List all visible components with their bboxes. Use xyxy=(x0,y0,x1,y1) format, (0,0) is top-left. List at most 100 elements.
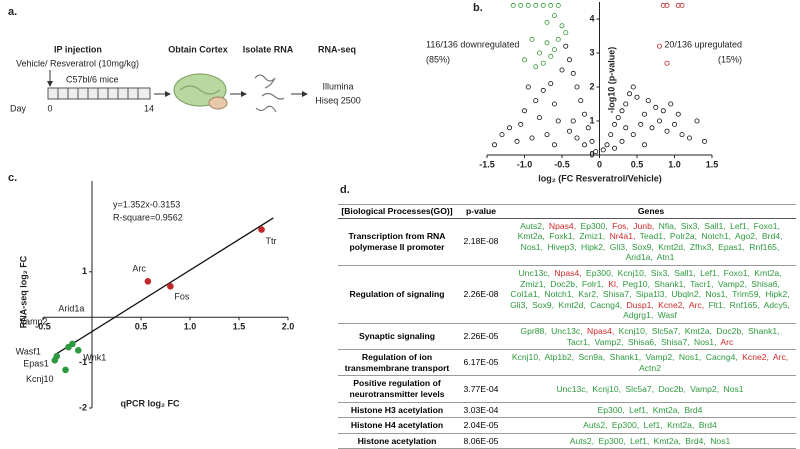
point xyxy=(258,226,265,233)
gene: Shisa7, xyxy=(602,289,632,300)
pvalue-cell: 8.06E-05 xyxy=(456,433,506,449)
annotation: 116/136 downregulated xyxy=(426,39,519,49)
point xyxy=(612,121,618,127)
gene: Ep300, xyxy=(586,267,614,278)
timeline xyxy=(47,87,151,100)
gene: Lef1, xyxy=(629,404,649,415)
point xyxy=(529,135,535,141)
gene: Polr2a, xyxy=(669,231,698,242)
point xyxy=(533,2,539,8)
gene: Nos1, xyxy=(520,241,544,252)
table-row: Histone H3 acetylation 3.03E-04 Ep300, Lef… xyxy=(338,402,796,419)
gene: Peg10, xyxy=(622,278,650,289)
gene: Nos1 xyxy=(710,435,731,446)
point xyxy=(491,142,497,148)
x-tick-label: 1.5 xyxy=(233,322,246,332)
point xyxy=(529,36,535,42)
annotation: 20/136 upregulated xyxy=(664,39,742,49)
gene: Gli3, xyxy=(609,241,628,252)
genes-cell: Auts2, Ep300, Lef1, Kmt2a, Brd4 xyxy=(506,417,796,434)
point xyxy=(615,115,621,121)
gene: Kmt2a, xyxy=(667,420,695,431)
gene: Rnf165, xyxy=(729,299,760,310)
pvalue-cell: 2.18E-08 xyxy=(456,218,506,266)
point xyxy=(679,132,685,138)
point xyxy=(657,43,663,49)
gene: Tead1, xyxy=(639,231,666,242)
gene: Ago2, xyxy=(734,231,758,242)
point xyxy=(623,101,629,107)
gene: Vamp2, xyxy=(645,352,675,363)
gene: Kmt2a, xyxy=(517,231,545,242)
genes-cell: Unc13c, Npas4, Ep300, Kcnj10, Six3, Sall… xyxy=(506,265,796,324)
pvalue-cell: 3.03E-04 xyxy=(456,402,506,419)
rna-icon xyxy=(254,74,285,113)
gene: Foxo1, xyxy=(753,220,780,231)
gene: Doc2b, xyxy=(716,325,744,336)
point xyxy=(144,278,152,285)
process-cell: Histone acetylation xyxy=(338,433,456,449)
gene: Lef1, xyxy=(630,435,650,446)
gene: Hipk2, xyxy=(765,289,790,300)
point xyxy=(570,70,576,76)
gene: Ep300, xyxy=(580,220,608,231)
gene: Kcne2, xyxy=(658,299,685,310)
gene: Ep300, xyxy=(598,435,626,446)
point xyxy=(642,111,648,117)
point xyxy=(679,2,685,8)
point-label: Wasf1 xyxy=(16,347,41,357)
point xyxy=(65,343,72,351)
gene: Col1a1, xyxy=(510,289,540,300)
point xyxy=(563,30,569,36)
gene: Gli3, xyxy=(510,299,528,310)
x-tick-label: 1.5 xyxy=(706,159,719,169)
step-label: Isolate RNA xyxy=(243,44,294,54)
header-cell: p-value xyxy=(456,204,506,219)
y-tick-label: 1 xyxy=(589,115,594,125)
table-row: Transcription from RNA polymerase II pro… xyxy=(338,218,796,266)
process-cell: Histone H4 acetylation xyxy=(338,417,456,434)
gene: Nos1, xyxy=(678,352,702,363)
point xyxy=(537,115,543,121)
gene: Kl, xyxy=(608,278,619,289)
gene: Brd4 xyxy=(698,420,717,431)
point xyxy=(506,125,512,131)
gene: Trim59, xyxy=(732,289,761,300)
point xyxy=(544,19,550,25)
gene: Brd4 xyxy=(684,404,703,415)
point-label: Vamp2 xyxy=(20,317,48,327)
point xyxy=(518,121,524,127)
gene: Kmt2d, xyxy=(658,241,686,252)
gene: Six3, xyxy=(680,220,700,231)
x-tick-label: -1.0 xyxy=(517,159,533,169)
gene: Tacr1, xyxy=(566,336,591,347)
gene: Nfia, xyxy=(658,220,677,231)
point xyxy=(630,84,636,90)
point xyxy=(555,2,561,8)
point xyxy=(578,98,584,104)
y-tick-label: 3 xyxy=(589,47,594,57)
gene: Lef1, xyxy=(700,267,720,278)
point xyxy=(627,91,633,97)
gene: Sipa1l3, xyxy=(635,289,667,300)
point xyxy=(589,138,595,144)
panel-label: a. xyxy=(8,6,17,18)
table-row: Regulation of ion transmembrane transpor… xyxy=(338,349,796,377)
point xyxy=(555,36,561,42)
gene: Kmt2a, xyxy=(754,267,782,278)
genes-cell: Ep300, Lef1, Kmt2a, Brd4 xyxy=(506,402,796,419)
gene: Epas1, xyxy=(718,241,745,252)
gene: Wasf xyxy=(657,310,677,321)
gene: Arid1a, xyxy=(625,252,653,263)
gene: Cacng4, xyxy=(705,352,738,363)
x-tick-label: 0.5 xyxy=(135,322,148,332)
point xyxy=(53,352,61,360)
gene: Kcnj10, xyxy=(592,383,622,394)
point-label: Arc xyxy=(132,264,146,274)
gene: Actn2 xyxy=(639,362,661,373)
gene: Atp1b2, xyxy=(544,352,575,363)
x-tick-label: -0.5 xyxy=(35,322,51,332)
y-tick-label: 0 xyxy=(589,149,594,159)
point xyxy=(660,108,666,114)
point xyxy=(533,98,539,104)
